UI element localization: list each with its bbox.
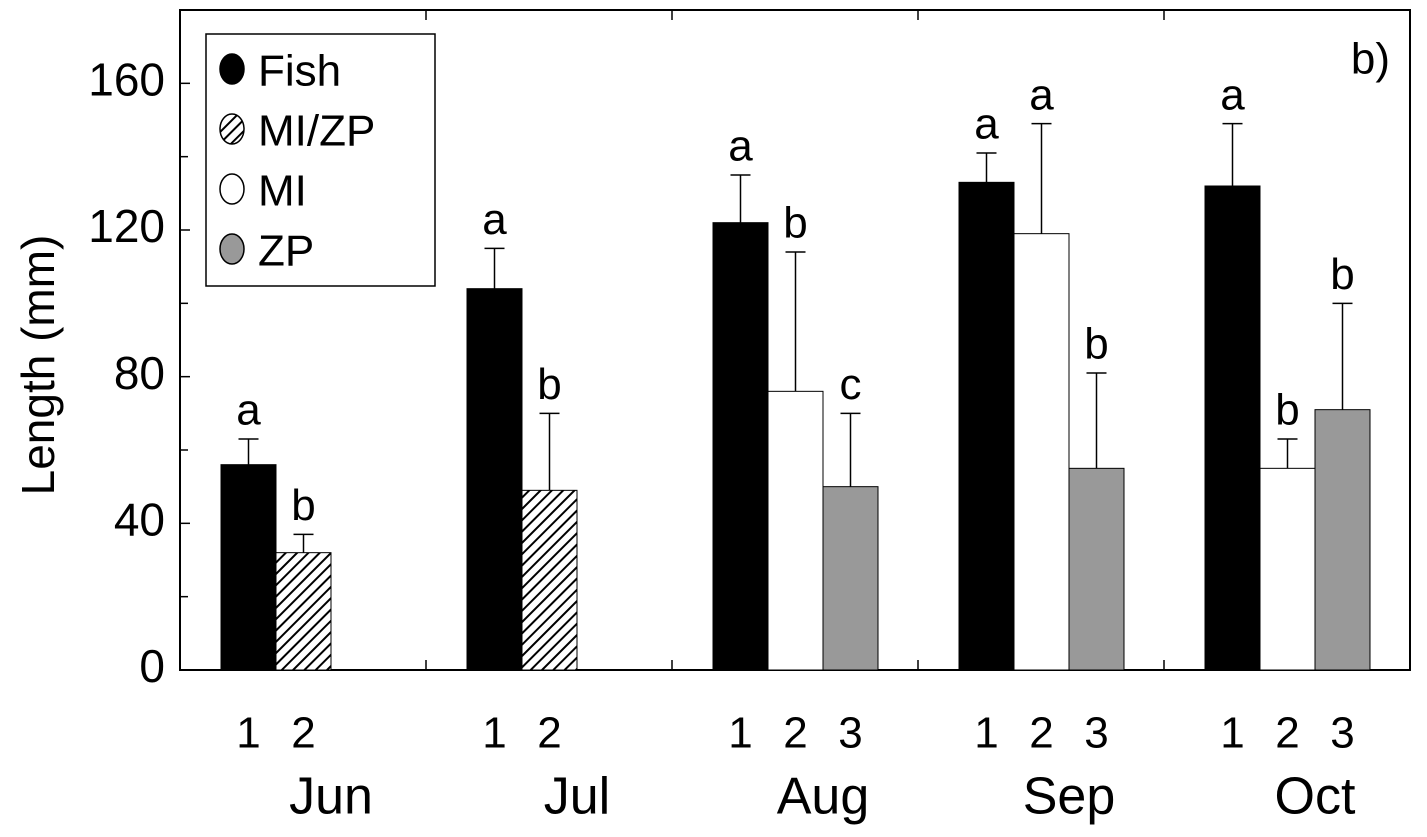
bar-number: 2 [1275, 709, 1299, 758]
x-tick-label: Oct [1275, 768, 1356, 826]
significance-letter: a [728, 122, 753, 171]
bar [767, 390, 824, 671]
significance-letter: b [1275, 386, 1299, 435]
bar [521, 489, 578, 671]
legend-marker [219, 173, 245, 205]
bar-number: 2 [537, 709, 561, 758]
bar [1314, 409, 1371, 671]
bar [466, 288, 523, 671]
bar [275, 552, 332, 671]
bar [1204, 185, 1261, 671]
y-tick-label: 40 [114, 493, 165, 545]
bar-number: 1 [974, 709, 998, 758]
bar-number: 2 [1029, 709, 1053, 758]
bar-number: 2 [783, 709, 807, 758]
significance-letter: a [482, 195, 507, 244]
legend-label: MI/ZP [258, 107, 375, 156]
significance-letter: b [783, 199, 807, 248]
bar [1259, 467, 1316, 671]
y-tick-label: 80 [114, 347, 165, 399]
bar-number: 3 [1330, 709, 1354, 758]
legend-label: MI [258, 167, 307, 216]
bar-number: 1 [1220, 709, 1244, 758]
significance-letter: b [1330, 250, 1354, 299]
bar [712, 222, 769, 671]
x-tick-label: Jul [544, 768, 610, 826]
significance-letter: a [1220, 70, 1245, 119]
y-tick-label: 120 [88, 200, 165, 252]
bar [958, 181, 1015, 671]
significance-letter: a [974, 100, 999, 149]
x-tick-label: Sep [1023, 768, 1116, 826]
x-tick-label: Aug [777, 768, 870, 826]
legend-box [205, 33, 436, 287]
bar [1068, 467, 1125, 671]
legend-marker [219, 113, 245, 145]
y-tick-label: 0 [139, 640, 165, 692]
significance-letter: a [1029, 70, 1054, 119]
legend-marker [219, 233, 245, 265]
significance-letter: c [840, 360, 862, 409]
bar-number: 1 [236, 709, 260, 758]
bar-number: 3 [1084, 709, 1108, 758]
bar-number: 3 [838, 709, 862, 758]
legend-marker [219, 53, 245, 85]
legend-label: ZP [258, 227, 314, 276]
bar-number: 2 [291, 709, 315, 758]
significance-letter: b [1084, 320, 1108, 369]
y-tick-label: 160 [88, 53, 165, 105]
bar [822, 486, 879, 671]
x-tick-label: Jun [289, 768, 373, 826]
significance-letter: b [291, 481, 315, 530]
y-axis-label: Length (mm) [12, 235, 64, 496]
significance-letter: b [537, 360, 561, 409]
bar-number: 1 [728, 709, 752, 758]
bar [220, 464, 277, 671]
annotation: b) [1351, 35, 1390, 84]
bar-number: 1 [482, 709, 506, 758]
legend-label: Fish [258, 47, 341, 96]
significance-letter: a [236, 386, 261, 435]
bar [1013, 233, 1070, 671]
